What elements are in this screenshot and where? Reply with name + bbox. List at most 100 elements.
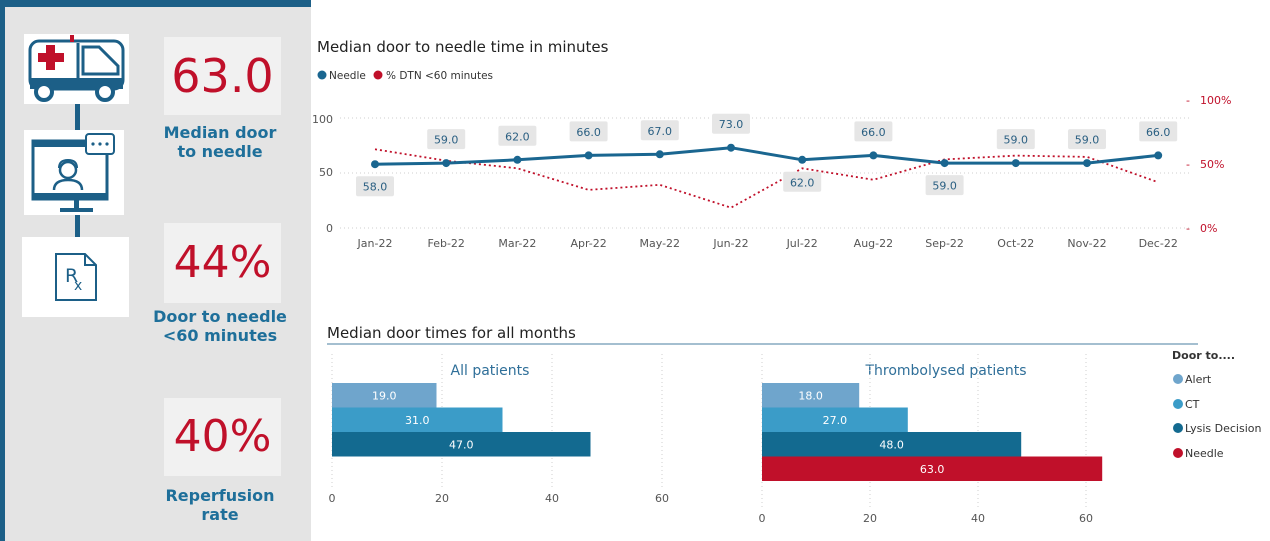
thrombo-bar-label-alert: 18.0 — [798, 390, 823, 403]
needle-label-box-Oct-22 — [996, 129, 1035, 150]
line-x-tick-Aug-22: Aug-22 — [854, 237, 893, 250]
needle-label-Oct-22: 59.0 — [1004, 134, 1029, 147]
line-x-tick-Feb-22: Feb-22 — [427, 237, 464, 250]
needle-point-Jul-22 — [798, 155, 807, 164]
bars-thrombolysed-title: Thrombolysed patients — [864, 363, 1026, 379]
needle-series — [371, 143, 1163, 169]
needle-point-Oct-22 — [1011, 159, 1020, 168]
needle-label-Nov-22: 59.0 — [1075, 134, 1100, 147]
needle-label-box-Nov-22 — [1068, 129, 1106, 150]
line-y2-dash-100: - — [1186, 94, 1190, 107]
needle-label-Apr-22: 66.0 — [576, 126, 601, 139]
dtn-series — [374, 148, 1159, 209]
needle-point-Dec-22 — [1154, 151, 1163, 160]
panel-top-bar — [0, 0, 311, 7]
needle-label-box-May-22 — [640, 120, 679, 141]
needle-point-Nov-22 — [1083, 159, 1091, 168]
thrombo-bar-label-needle: 63.0 — [920, 463, 945, 476]
needle-label-Aug-22: 66.0 — [861, 126, 886, 139]
line-x-tick-Jan-22: Jan-22 — [357, 237, 393, 250]
all-x-tick-40: 40 — [545, 492, 559, 505]
kpi-reperfusion-card: 40% — [164, 398, 281, 476]
legend-dtn-marker — [373, 70, 383, 80]
svg-text:R: R — [65, 265, 78, 287]
all-bar-lysis-decision — [332, 432, 591, 457]
needle-line — [374, 146, 1159, 166]
icon-connector-2 — [75, 213, 80, 239]
line-y2-tick-0: 0% — [1200, 222, 1217, 235]
needle-label-box-Apr-22 — [569, 121, 608, 142]
bars-all-title: All patients — [451, 363, 530, 379]
needle-label-box-Feb-22 — [427, 129, 466, 150]
kpi-door-to-needle-60-card: 44% — [164, 223, 281, 303]
all-x-tick-60: 60 — [655, 492, 669, 505]
thrombo-x-tick-40: 40 — [971, 512, 985, 525]
line-x-tick-Apr-22: Apr-22 — [570, 237, 606, 250]
needle-label-box-Jul-22 — [783, 171, 822, 192]
thrombo-x-tick-60: 60 — [1079, 512, 1093, 525]
bar-legend-alert-marker — [1173, 374, 1183, 384]
kpi-reperfusion-value: 40% — [173, 411, 272, 462]
bar-legend-lysis-label: Lysis Decision — [1185, 422, 1262, 435]
bar-legend-needle-label: Needle — [1185, 447, 1224, 460]
needle-label-Feb-22: 59.0 — [434, 134, 459, 147]
bar-legend-alert-label: Alert — [1185, 373, 1212, 386]
thrombo-bar-lysis-decision — [762, 432, 1022, 457]
needle-label-Jan-22: 58.0 — [363, 181, 388, 194]
bar-legend-ct-label: CT — [1185, 398, 1200, 411]
icon-connector-1 — [75, 103, 80, 130]
thrombo-bar-label-ct: 27.0 — [823, 414, 848, 427]
legend-needle-marker — [317, 70, 327, 80]
kpi-reperfusion-label: Reperfusion rate — [165, 486, 275, 524]
line-x-tick-Sep-22: Sep-22 — [925, 237, 964, 250]
line-x-tick-May-22: May-22 — [640, 237, 681, 250]
line-y-tick-0: 0 — [326, 222, 333, 235]
legend-needle-label: Needle — [329, 70, 366, 82]
needle-label-box-Jun-22 — [712, 113, 750, 134]
thrombo-x-tick-0: 0 — [759, 512, 766, 525]
line-y2-dash-50: - — [1186, 158, 1190, 171]
needle-label-Sep-22: 59.0 — [932, 180, 957, 193]
line-x-tick-Jun-22: Jun-22 — [712, 237, 748, 250]
bar-legend-title: Door to.... — [1172, 349, 1235, 362]
bar-legend-needle-marker — [1173, 448, 1183, 458]
thrombo-bar-label-lysis-decision: 48.0 — [879, 439, 904, 452]
prescription-icon: R x — [55, 253, 97, 301]
kpi-median-door-to-needle-label: Median door to needle — [163, 123, 277, 161]
needle-label-box-Dec-22 — [1139, 121, 1178, 142]
all-bar-ct — [332, 407, 503, 432]
legend-dtn-label: % DTN <60 minutes — [386, 70, 493, 82]
line-chart-gridlines — [340, 117, 1190, 229]
needle-point-Jun-22 — [727, 143, 735, 152]
line-x-tick-Nov-22: Nov-22 — [1067, 237, 1106, 250]
line-y2-tick-100: 100% — [1200, 94, 1231, 107]
needle-point-May-22 — [655, 150, 664, 159]
bar-legend-ct-marker — [1173, 399, 1183, 409]
needle-label-Jun-22: 73.0 — [719, 118, 744, 131]
ambulance-icon — [28, 35, 125, 102]
bars-thrombolysed-patients: 0 20 40 60 18.027.0 48.0 63.0 — [759, 354, 1103, 525]
line-x-tick-Dec-22: Dec-22 — [1139, 237, 1178, 250]
all-bar-alert — [332, 383, 437, 408]
kpi-door-to-needle-60-value: 44% — [173, 237, 272, 288]
telehealth-card — [24, 130, 124, 215]
needle-label-box-Aug-22 — [854, 121, 893, 142]
ambulance-card — [24, 34, 129, 104]
needle-label-box-Jan-22 — [356, 176, 394, 197]
needle-point-Aug-22 — [869, 151, 878, 160]
needle-label-May-22: 67.0 — [648, 125, 673, 138]
line-y-tick-50: 50 — [319, 166, 333, 179]
needle-point-Feb-22 — [442, 159, 451, 168]
needle-label-Dec-22: 66.0 — [1146, 126, 1171, 139]
bar-legend-lysis-marker — [1173, 423, 1183, 433]
kpi-door-to-needle-60-label: Door to needle <60 minutes — [153, 307, 287, 345]
kpi-median-door-to-needle-value: 63.0 — [171, 49, 274, 103]
all-x-tick-20: 20 — [435, 492, 449, 505]
thrombo-x-tick-20: 20 — [863, 512, 877, 525]
panel-left-border — [0, 0, 5, 541]
line-x-ticks: Jan-22 Feb-22 Mar-22 Apr-22 May-22 Jun-22 Jul-… — [357, 237, 1178, 250]
prescription-card: R x — [22, 237, 129, 317]
needle-label-Mar-22: 62.0 — [505, 130, 530, 143]
bar-section-title: Median door times for all months — [327, 324, 576, 342]
